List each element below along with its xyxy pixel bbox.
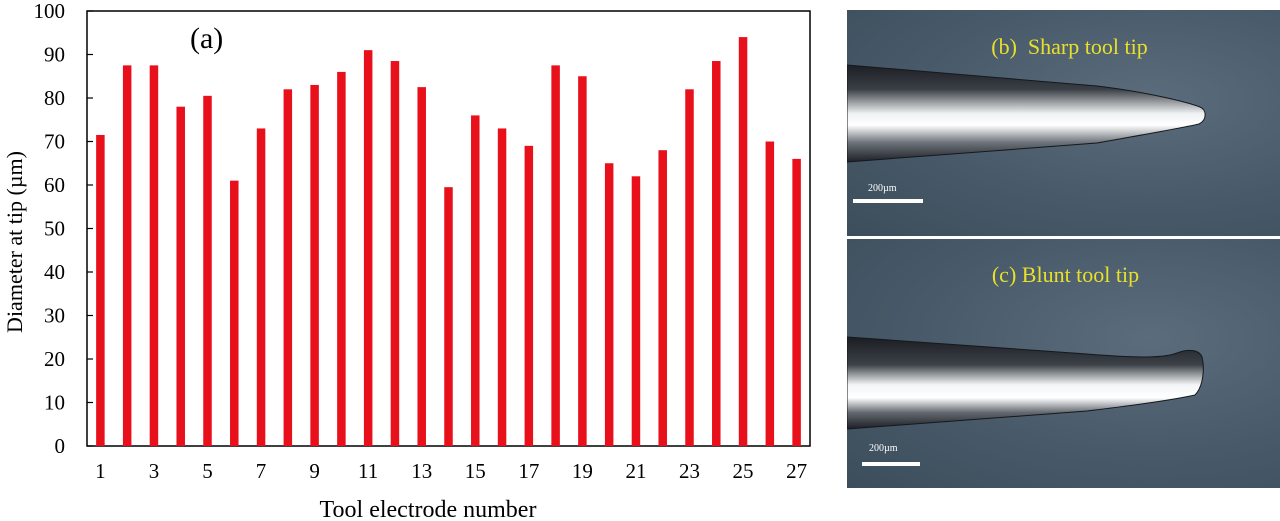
bar-electrode-12 [390,61,400,447]
x-tick-label: 3 [149,459,160,483]
x-tick-label: 17 [518,459,539,483]
x-tick-label: 5 [202,459,213,483]
scale-bar-c [862,462,920,466]
y-tick-label: 40 [44,260,65,284]
y-tick-label: 10 [44,391,65,415]
blunt-tip-shape [847,336,1204,430]
y-axis-title: Diameter at tip (µm) [2,151,27,333]
bar-electrode-21 [631,176,641,447]
scale-bar-label-c: 200µm [869,443,898,454]
x-tick-label: 1 [95,459,106,483]
x-tick-label: 25 [733,459,754,483]
y-tick-label: 50 [44,217,65,241]
bar-electrode-19 [578,76,587,446]
x-tick-label: 15 [465,459,486,483]
bar-electrode-8 [283,89,293,447]
y-tick-label: 0 [55,434,66,458]
bar-electrode-27 [792,158,801,446]
bar-electrode-16 [497,128,507,446]
scale-bar-b [853,199,923,203]
x-tick-label: 7 [256,459,267,483]
y-tick-label: 70 [44,130,65,154]
bar-electrode-20 [604,163,614,446]
bar-electrode-5 [203,95,212,446]
bar-electrode-3 [149,65,159,446]
x-tick-label: 19 [572,459,593,483]
bar-electrode-25 [738,37,748,446]
bar-electrode-6 [230,180,239,446]
y-axis: 0 10 20 30 40 50 60 70 80 90 100 [34,0,93,458]
sharp-tool-photo: (b) Sharp tool tip [847,10,1280,236]
bar-electrode-10 [337,71,346,447]
photo-c-label: (c) Blunt tool tip [991,262,1140,287]
panel-label: (a) [190,22,223,55]
bar-electrode-9 [310,84,319,446]
x-tick-label: 23 [679,459,700,483]
bar-electrode-22 [658,150,667,446]
bar-electrode-11 [363,50,373,447]
bar-electrode-4 [176,106,185,446]
bar-electrode-18 [551,65,560,446]
x-tick-label: 9 [309,459,320,483]
y-tick-label: 90 [44,43,65,67]
y-tick-label: 30 [44,304,65,328]
bar-electrode-13 [417,87,426,446]
photo-b-label: (b) Sharp tool tip [991,34,1148,59]
bar-electrode-14 [444,187,453,447]
x-tick-label: 11 [358,459,378,483]
x-tick-label: 27 [786,459,807,483]
bar-series [96,37,801,447]
bar-electrode-17 [524,145,534,446]
blunt-tool-photo: (c) Blunt tool tip [847,239,1280,488]
bar-electrode-26 [765,141,775,446]
x-tick-label: 13 [411,459,432,483]
x-tick-label: 21 [625,459,646,483]
y-tick-label: 60 [44,173,65,197]
bar-electrode-1 [96,134,105,446]
bar-electrode-7 [256,128,266,446]
bar-electrode-2 [122,65,132,446]
sharp-tip-shape [847,64,1206,163]
y-tick-label: 100 [34,0,66,23]
x-axis-title: Tool electrode number [320,497,537,521]
scale-bar-label-b: 200µm [868,183,897,194]
bar-electrode-15 [471,115,480,447]
bar-electrode-24 [712,61,721,447]
bar-electrode-23 [685,89,694,447]
y-tick-label: 80 [44,86,65,110]
y-tick-label: 20 [44,347,65,371]
